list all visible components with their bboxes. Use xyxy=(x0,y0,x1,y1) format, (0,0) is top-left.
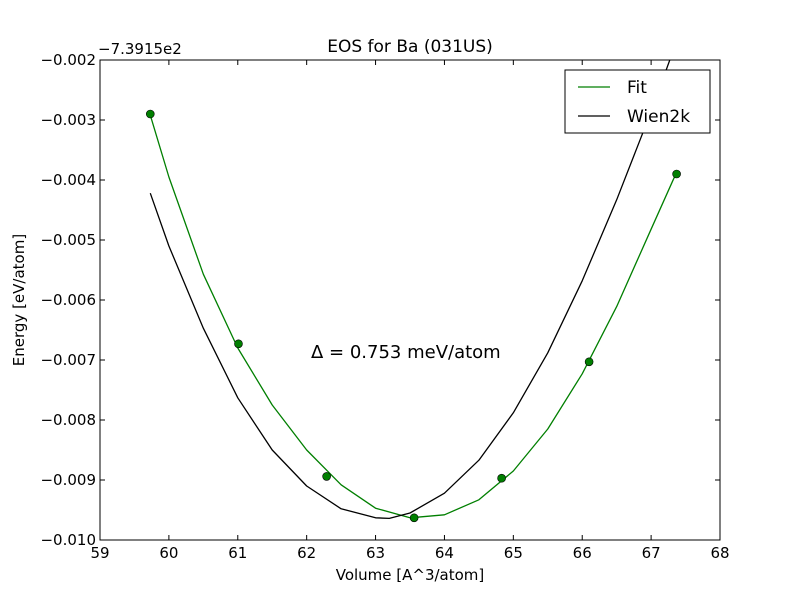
y-axis-label: Energy [eV/atom] xyxy=(10,234,28,366)
legend-box xyxy=(564,69,711,134)
x-tick-label: 61 xyxy=(228,544,247,562)
data-point xyxy=(234,339,243,349)
legend: Fit Wien2k xyxy=(564,69,711,134)
x-tick-label: 68 xyxy=(710,544,729,562)
ticks-layer: 59 60 61 62 63 64 65 66 67 68 −0.002 −0.003 −0.004 −0… xyxy=(40,51,729,562)
x-tick-label: 63 xyxy=(366,544,385,562)
y-tick-label: −0.003 xyxy=(40,111,96,129)
y-offset-label: −7.3915e2 xyxy=(98,40,182,58)
series-line-wien2k xyxy=(149,60,671,520)
x-tick-label: 65 xyxy=(504,544,523,562)
y-tick-label: −0.008 xyxy=(40,411,96,429)
y-tick-label: −0.004 xyxy=(40,171,96,189)
x-tick-label: 60 xyxy=(159,544,178,562)
data-point xyxy=(409,513,419,523)
y-tick-label: −0.007 xyxy=(40,351,96,369)
y-tick-label: −0.006 xyxy=(40,291,96,309)
data-point xyxy=(672,169,681,179)
x-tick-label: 64 xyxy=(435,544,454,562)
x-tick-label: 59 xyxy=(90,544,109,562)
legend-fit-label: Fit xyxy=(627,78,647,98)
data-point xyxy=(145,109,155,119)
data-point xyxy=(322,472,331,481)
delta-annotation: Δ = 0.753 meV/atom xyxy=(311,342,501,363)
x-tick-label: 62 xyxy=(297,544,316,562)
x-tick-label: 66 xyxy=(573,544,592,562)
x-tick-label: 67 xyxy=(642,544,661,562)
data-point xyxy=(497,473,506,483)
legend-wien2k-label: Wien2k xyxy=(627,107,690,127)
series-line-fit xyxy=(149,115,678,519)
y-tick-label: −0.010 xyxy=(40,531,96,549)
points-layer xyxy=(145,109,681,523)
data-point xyxy=(584,357,594,367)
chart-title: EOS for Ba (031US) xyxy=(327,37,493,57)
y-tick-label: −0.005 xyxy=(40,231,96,249)
y-tick-label: −0.002 xyxy=(40,51,96,69)
x-axis-label: Volume [A^3/atom] xyxy=(336,566,485,584)
y-tick-label: −0.009 xyxy=(40,471,96,489)
